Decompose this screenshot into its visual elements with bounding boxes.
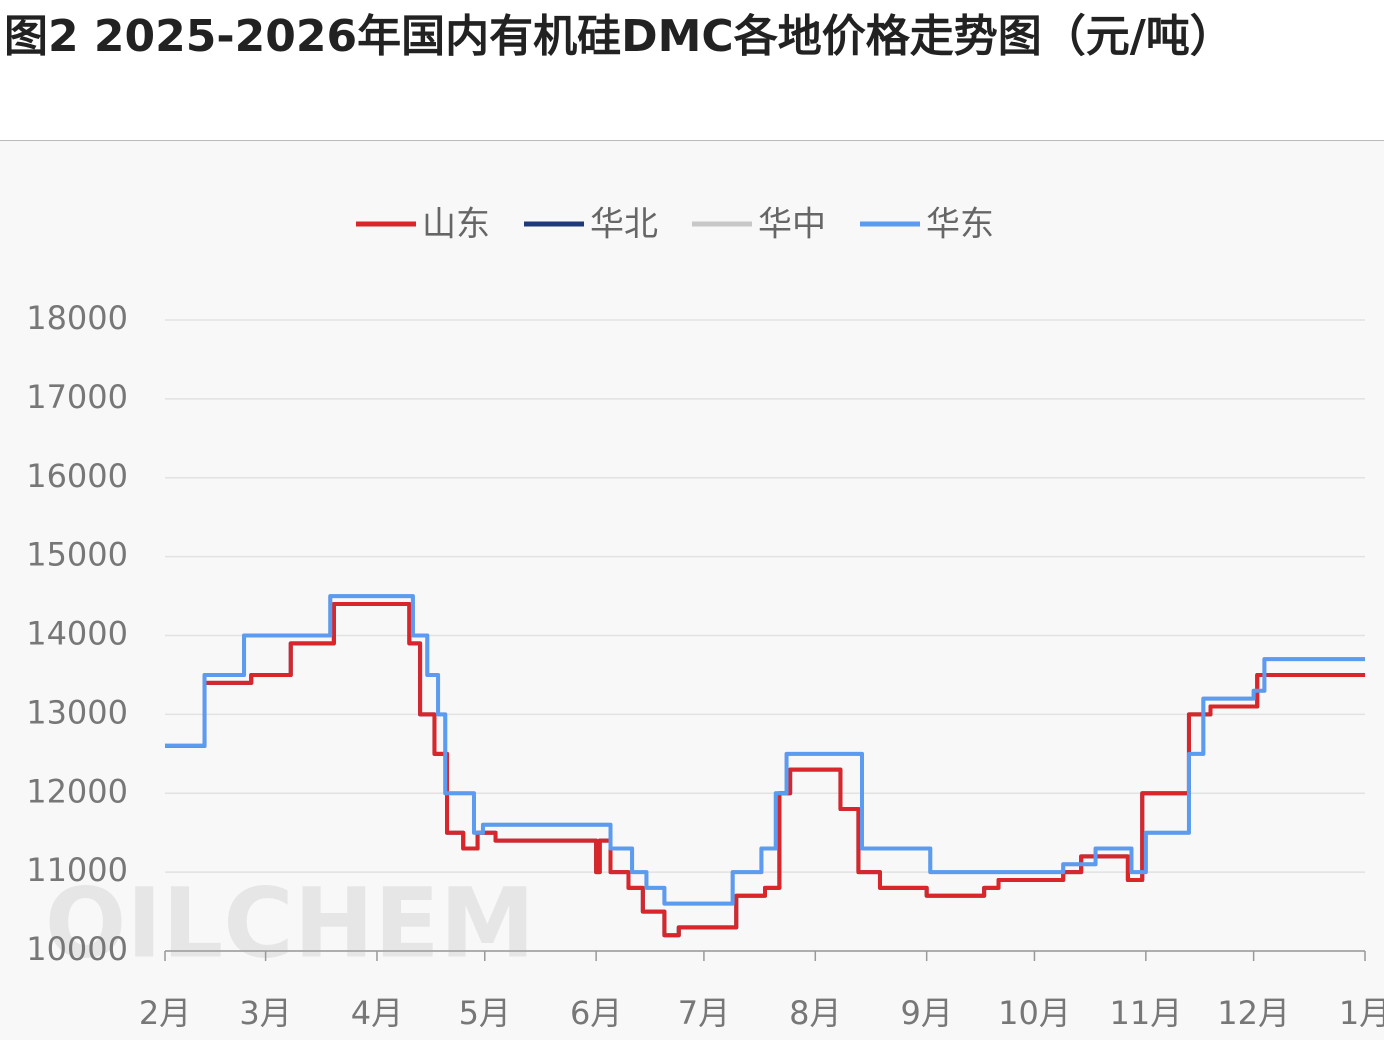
legend-label: 山东 xyxy=(422,205,490,245)
x-tick-label: 1月 xyxy=(1339,994,1384,1032)
y-tick-label: 14000 xyxy=(26,615,128,653)
legend-label: 华北 xyxy=(590,205,658,245)
x-tick-label: 7月 xyxy=(678,994,730,1032)
x-tick-label: 3月 xyxy=(239,994,291,1032)
legend-label: 华中 xyxy=(758,205,826,245)
y-tick-label: 15000 xyxy=(26,536,128,574)
y-tick-label: 13000 xyxy=(26,693,128,731)
x-tick-label: 12月 xyxy=(1217,994,1290,1032)
y-tick-label: 12000 xyxy=(26,772,128,810)
x-tick-label: 10月 xyxy=(998,994,1071,1032)
y-tick-label: 17000 xyxy=(26,378,128,416)
x-tick-label: 6月 xyxy=(570,994,622,1032)
x-tick-label: 11月 xyxy=(1109,994,1182,1032)
watermark: OILCHEM xyxy=(45,867,535,979)
chart-title: 图2 2025-2026年国内有机硅DMC各地价格走势图（元/吨） xyxy=(4,11,1234,62)
x-tick-label: 2月 xyxy=(139,994,191,1032)
series-line xyxy=(165,601,1365,938)
chart: OILCHEM 10000 11000 12000 13000 14000 15000 16… xyxy=(0,141,1384,1040)
x-tick-label: 9月 xyxy=(900,994,952,1032)
legend-label: 华东 xyxy=(926,205,994,245)
y-tick-label: 16000 xyxy=(26,457,128,495)
x-tick-label: 5月 xyxy=(459,994,511,1032)
y-tick-label: 11000 xyxy=(26,851,128,889)
title-rule xyxy=(0,140,1384,141)
y-tick-label: 18000 xyxy=(26,299,128,337)
x-tick-label: 8月 xyxy=(789,994,841,1032)
x-tick-label: 4月 xyxy=(351,994,403,1032)
plot-background xyxy=(0,141,1384,1040)
series-line xyxy=(165,594,1365,906)
y-tick-label: 10000 xyxy=(26,930,128,968)
